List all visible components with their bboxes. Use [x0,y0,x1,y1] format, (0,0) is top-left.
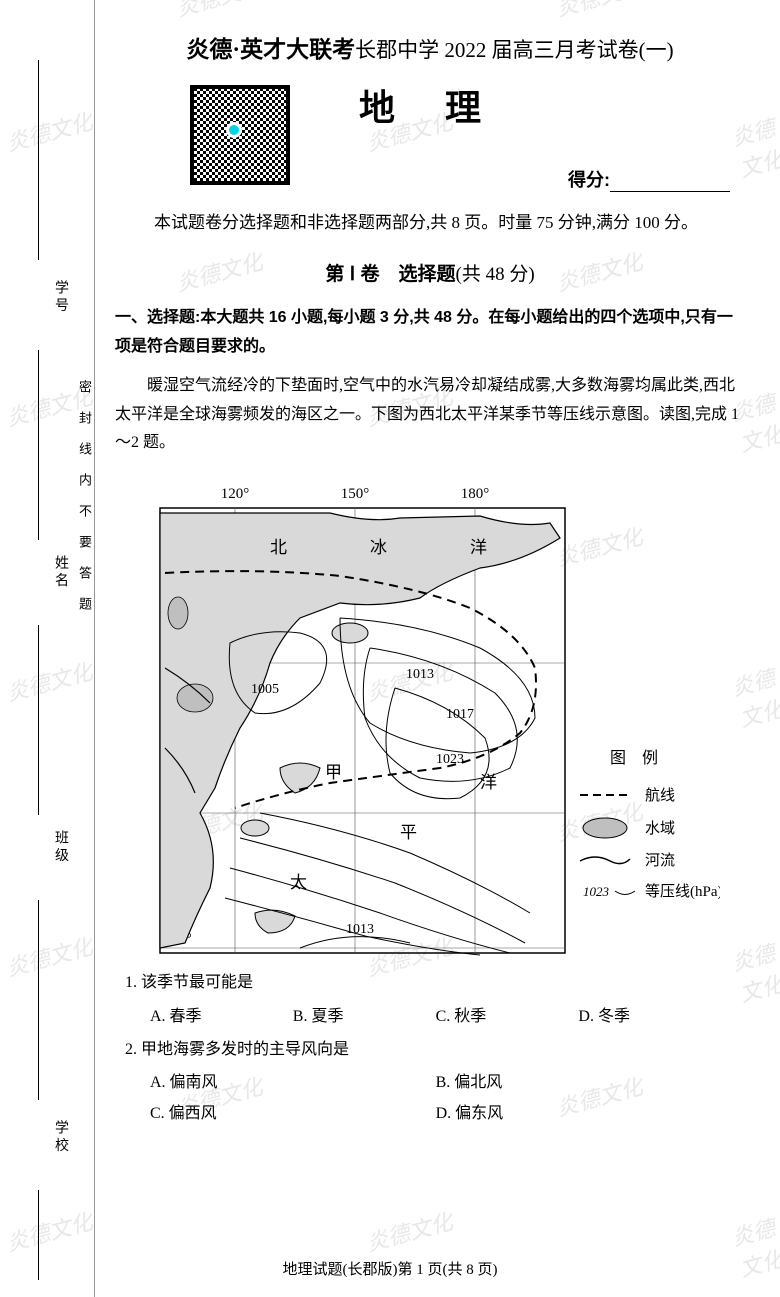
svg-text:150°: 150° [341,486,370,502]
option: A. 偏南风 [150,1068,436,1098]
svg-text:1013: 1013 [406,667,434,682]
exam-intro: 本试题卷分选择题和非选择题两部分,共 8 页。时量 75 分钟,满分 100 分… [120,207,740,239]
question-options: A. 偏南风B. 偏北风C. 偏西风D. 偏东风 [150,1068,745,1129]
svg-text:北: 北 [270,538,287,557]
side-field-label: 班 级 [50,830,70,862]
page-footer: 地理试题(长郡版)第 1 页(共 8 页) [0,1258,780,1279]
score-label: 得分: [568,170,610,190]
svg-text:1023: 1023 [436,752,464,767]
svg-text:航线: 航线 [645,787,675,804]
brand-name: 炎德·英才大联考 [186,37,355,62]
option: D. 偏东风 [436,1099,722,1129]
side-field-label: 姓 名 [50,555,70,587]
option: C. 偏西风 [150,1099,436,1129]
exam-header: 炎德·英才大联考长郡中学 2022 届高三月考试卷(一) [110,30,750,64]
map-figure: 120°150°180°60°30°0°10051013101710231013… [140,468,720,958]
section-name: 第 Ⅰ 卷 选择题 [325,264,455,285]
svg-text:120°: 120° [221,486,250,502]
svg-text:等压线(hPa): 等压线(hPa) [645,882,720,900]
side-field-label: 学 号 [50,280,70,312]
svg-text:洋: 洋 [470,538,487,557]
option: A. 春季 [150,1002,293,1032]
svg-text:图 例: 图 例 [610,749,658,767]
svg-text:1005: 1005 [251,682,279,697]
question-options: A. 春季B. 夏季C. 秋季D. 冬季 [150,1002,745,1032]
svg-text:洋: 洋 [480,773,497,792]
svg-text:180°: 180° [461,486,490,502]
svg-text:1017: 1017 [446,707,474,722]
svg-text:1013: 1013 [346,922,374,937]
question-stem: 2. 甲地海雾多发时的主导风向是 [125,1035,745,1065]
school-info: 长郡中学 2022 届高三月考试卷(一) [355,38,674,62]
seal-line-text: 密封线内不要答题 [75,380,94,628]
option: C. 秋季 [436,1002,579,1032]
option: D. 冬季 [578,1002,721,1032]
binding-margin: 学 号姓 名班 级学 校 密封线内不要答题 [0,0,95,1297]
svg-text:1023: 1023 [583,884,610,899]
svg-text:平: 平 [400,823,417,842]
svg-text:河流: 河流 [645,852,675,869]
score-blank [610,191,730,192]
option: B. 偏北风 [436,1068,722,1098]
isobar-map: 120°150°180°60°30°0°10051013101710231013… [140,468,720,958]
section-instruction: 一、选择题:本大题共 16 小题,每小题 3 分,共 48 分。在每小题给出的四… [115,304,745,362]
svg-text:水域: 水域 [645,820,675,837]
svg-text:太: 太 [290,873,307,892]
svg-text:冰: 冰 [370,538,387,557]
qr-marker [226,122,242,138]
question-passage: 暖湿空气流经冷的下垫面时,空气中的水汽易冷却凝结成雾,大多数海雾均属此类,西北太… [115,372,745,458]
section-score: (共 48 分) [456,264,535,285]
svg-text:甲: 甲 [325,763,342,782]
option: B. 夏季 [293,1002,436,1032]
question-stem: 1. 该季节最可能是 [125,968,745,998]
exam-content: 炎德·英才大联考长郡中学 2022 届高三月考试卷(一) 地 理 得分: 本试题… [110,30,750,1132]
side-field-label: 学 校 [50,1120,70,1152]
section-title: 第 Ⅰ 卷 选择题(共 48 分) [110,259,750,286]
